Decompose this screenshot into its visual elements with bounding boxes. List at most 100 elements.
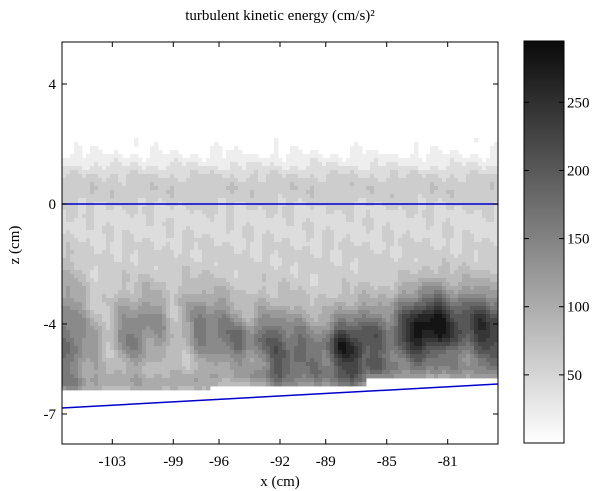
tke-cell — [286, 170, 291, 175]
tke-cell — [126, 186, 131, 191]
tke-cell — [362, 286, 367, 291]
tke-cell — [226, 362, 231, 367]
tke-cell — [214, 158, 219, 163]
tke-cell — [290, 250, 295, 255]
tke-cell — [162, 198, 167, 203]
tke-cell — [246, 262, 251, 267]
tke-cell — [70, 158, 75, 163]
tke-cell — [330, 254, 335, 259]
tke-cell — [170, 178, 175, 183]
tke-cell — [310, 158, 315, 163]
tke-cell — [170, 282, 175, 287]
tke-cell — [202, 182, 207, 187]
tke-cell — [282, 306, 287, 311]
tke-cell — [286, 242, 291, 247]
tke-cell — [350, 234, 355, 239]
tke-cell — [390, 246, 395, 251]
tke-cell — [262, 162, 267, 167]
tke-cell — [126, 198, 131, 203]
tke-cell — [114, 262, 119, 267]
tke-cell — [362, 354, 367, 359]
tke-cell — [214, 338, 219, 343]
tke-cell — [154, 162, 159, 167]
tke-cell — [158, 162, 163, 167]
tke-cell — [150, 286, 155, 291]
tke-cell — [174, 150, 179, 155]
tke-cell — [154, 350, 159, 355]
tke-cell — [342, 242, 347, 247]
tke-cell — [358, 226, 363, 231]
tke-cell — [210, 214, 215, 219]
tke-cell — [346, 198, 351, 203]
tke-cell — [282, 322, 287, 327]
tke-cell — [70, 218, 75, 223]
tke-cell — [334, 182, 339, 187]
tke-cell — [158, 234, 163, 239]
tke-cell — [146, 254, 151, 259]
tke-cell — [118, 258, 123, 263]
tke-cell — [306, 298, 311, 303]
tke-cell — [358, 170, 363, 175]
tke-cell — [282, 222, 287, 227]
tke-cell — [294, 346, 299, 351]
tke-cell — [310, 298, 315, 303]
tke-cell — [154, 246, 159, 251]
tke-cell — [234, 350, 239, 355]
tke-cell — [158, 210, 163, 215]
tke-cell — [130, 246, 135, 251]
tke-cell — [266, 270, 271, 275]
tke-cell — [74, 150, 79, 155]
tke-cell — [166, 378, 171, 383]
tke-cell — [210, 334, 215, 339]
tke-cell — [266, 334, 271, 339]
tke-cell — [142, 274, 147, 279]
tke-cell — [126, 350, 131, 355]
tke-cell — [270, 158, 275, 163]
tke-cell — [94, 206, 99, 211]
tke-cell — [350, 222, 355, 227]
tke-cell — [138, 258, 143, 263]
tke-cell — [330, 366, 335, 371]
tke-cell — [106, 178, 111, 183]
tke-cell — [210, 250, 215, 255]
tke-cell — [238, 350, 243, 355]
tke-cell — [158, 322, 163, 327]
tke-cell — [350, 190, 355, 195]
tke-cell — [86, 290, 91, 295]
tke-cell — [166, 234, 171, 239]
tke-cell — [238, 194, 243, 199]
tke-cell — [322, 218, 327, 223]
tke-cell — [370, 294, 375, 299]
tke-cell — [62, 186, 67, 191]
tke-cell — [318, 214, 323, 219]
tke-cell — [194, 198, 199, 203]
tke-cell — [262, 182, 267, 187]
tke-cell — [62, 310, 67, 315]
tke-cell — [302, 346, 307, 351]
tke-cell — [398, 250, 403, 255]
tke-cell — [370, 322, 375, 327]
tke-cell — [374, 314, 379, 319]
tke-cell — [138, 246, 143, 251]
tke-cell — [146, 366, 151, 371]
tke-cell — [262, 254, 267, 259]
tke-cell — [158, 158, 163, 163]
tke-cell — [166, 178, 171, 183]
tke-cell — [274, 230, 279, 235]
tke-cell — [310, 154, 315, 159]
tke-cell — [342, 350, 347, 355]
tke-cell — [118, 298, 123, 303]
tke-cell — [346, 262, 351, 267]
tke-cell — [378, 290, 383, 295]
tke-cell — [314, 314, 319, 319]
tke-cell — [98, 266, 103, 271]
tke-cell — [382, 258, 387, 263]
tke-cell — [62, 298, 67, 303]
tke-cell — [94, 318, 99, 323]
tke-cell — [306, 366, 311, 371]
tke-cell — [338, 322, 343, 327]
tke-cell — [194, 186, 199, 191]
tke-cell — [378, 334, 383, 339]
tke-cell — [78, 318, 83, 323]
tke-cell — [258, 166, 263, 171]
